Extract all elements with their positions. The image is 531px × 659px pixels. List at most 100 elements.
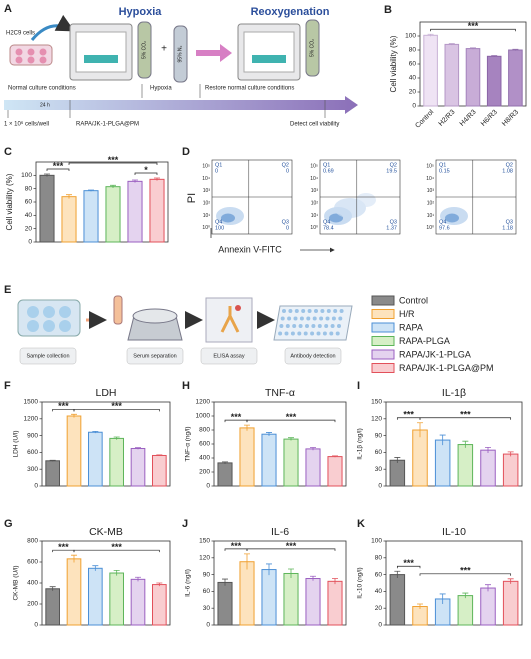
panel-label: K [357, 518, 365, 530]
quadrant-name: Q2 [390, 162, 397, 168]
quadrant-value: 19.5 [386, 168, 397, 174]
quadrant-name: Q4 [439, 219, 446, 225]
significance-label: *** [468, 21, 479, 31]
y-tick-label: 80 [25, 185, 33, 192]
error-bar [394, 570, 401, 578]
significance-bracket [419, 417, 512, 420]
error-bar [470, 47, 476, 50]
well [333, 309, 338, 313]
significance-bracket [419, 573, 512, 576]
density [221, 213, 235, 223]
well [335, 331, 340, 336]
error-bar [156, 454, 163, 457]
legend-label: RAPA-PLGA [399, 336, 450, 346]
y-tick-label: 100 [371, 538, 382, 545]
y-tick-label: 10⁴ [310, 176, 318, 182]
bar [423, 34, 438, 107]
well [310, 331, 315, 336]
error-bar [266, 563, 272, 576]
bar [109, 437, 124, 487]
well [322, 331, 327, 336]
error-bar [288, 568, 294, 578]
y-tick-label: 0 [28, 239, 32, 246]
axis-label: Annexin V-FITC [218, 244, 282, 254]
bar [66, 415, 82, 487]
error-bar [462, 592, 469, 599]
significance-label: *** [108, 155, 119, 165]
panel-label: H [182, 380, 190, 392]
bar [457, 444, 474, 487]
plot-frame [385, 540, 523, 626]
y-tick-label: 120 [371, 416, 382, 423]
panel-label: D [182, 146, 190, 158]
error-bar [439, 593, 446, 604]
quadrant-name: Q1 [439, 162, 446, 168]
error-bar [113, 436, 120, 440]
bar [61, 196, 77, 243]
step-box [200, 347, 258, 365]
well [301, 309, 306, 313]
bar [412, 429, 428, 487]
chart-title: TNF-α [265, 387, 295, 399]
legend-label: RAPA [399, 322, 423, 332]
bar [130, 578, 146, 626]
y-tick-label: 30 [203, 605, 211, 612]
error-bar [507, 578, 514, 584]
y-tick-label: 10⁰ [426, 225, 434, 231]
y-tick-label: 10² [427, 200, 435, 206]
y-tick-label: 10⁰ [310, 225, 318, 231]
arrow [30, 14, 75, 41]
plate [84, 55, 118, 63]
error-bar [222, 461, 228, 464]
bar [283, 572, 299, 626]
y-tick-label: 600 [199, 441, 210, 448]
significance-label: *** [403, 558, 414, 568]
x-tick-label: H2/R3 [438, 109, 457, 128]
y-tick-label: 0 [378, 622, 382, 629]
y-tick-label: 30 [375, 466, 383, 473]
error-bar [485, 446, 491, 453]
y-tick-label: 800 [27, 538, 38, 545]
panel-label: G [4, 518, 13, 530]
well [299, 316, 304, 321]
y-tick-label: 10³ [311, 188, 319, 194]
error-bar [244, 424, 250, 431]
y-tick-label: 0 [378, 483, 382, 490]
antigen [235, 305, 241, 311]
well [320, 309, 325, 313]
y-tick-label: 10⁰ [202, 225, 210, 231]
error-bar [448, 43, 455, 46]
incubator-door [75, 31, 127, 73]
bar [217, 581, 233, 626]
legend-swatch [371, 336, 395, 346]
error-bar [491, 55, 498, 57]
legend-swatch [371, 309, 395, 319]
error-bar [310, 575, 316, 581]
y-tick-label: 10⁴ [426, 176, 434, 182]
legend-swatch [371, 295, 395, 306]
quadrant-value: 0 [286, 168, 289, 174]
y-tick-label: 80 [409, 47, 417, 54]
bar [88, 431, 103, 487]
bar [465, 48, 481, 107]
error-bar [49, 586, 56, 591]
well [319, 316, 324, 321]
y-tick-label: 40 [25, 212, 33, 219]
well [39, 56, 47, 64]
bar [327, 456, 343, 487]
well [316, 331, 321, 336]
y-tick-label: 10¹ [203, 213, 211, 219]
significance-bracket [396, 565, 421, 569]
y-tick-label: 60 [375, 449, 383, 456]
well [27, 48, 35, 56]
significance-bracket [73, 408, 160, 412]
error-bar [485, 584, 491, 592]
legend-label: H/R [399, 309, 415, 319]
x-tick-label: H4/R3 [459, 109, 478, 128]
error-bar [512, 48, 519, 51]
well [279, 324, 284, 328]
error-bar [244, 553, 250, 570]
y-tick-label: 20 [25, 225, 33, 232]
quadrant-value: 1.37 [386, 225, 397, 231]
bar [457, 595, 474, 626]
